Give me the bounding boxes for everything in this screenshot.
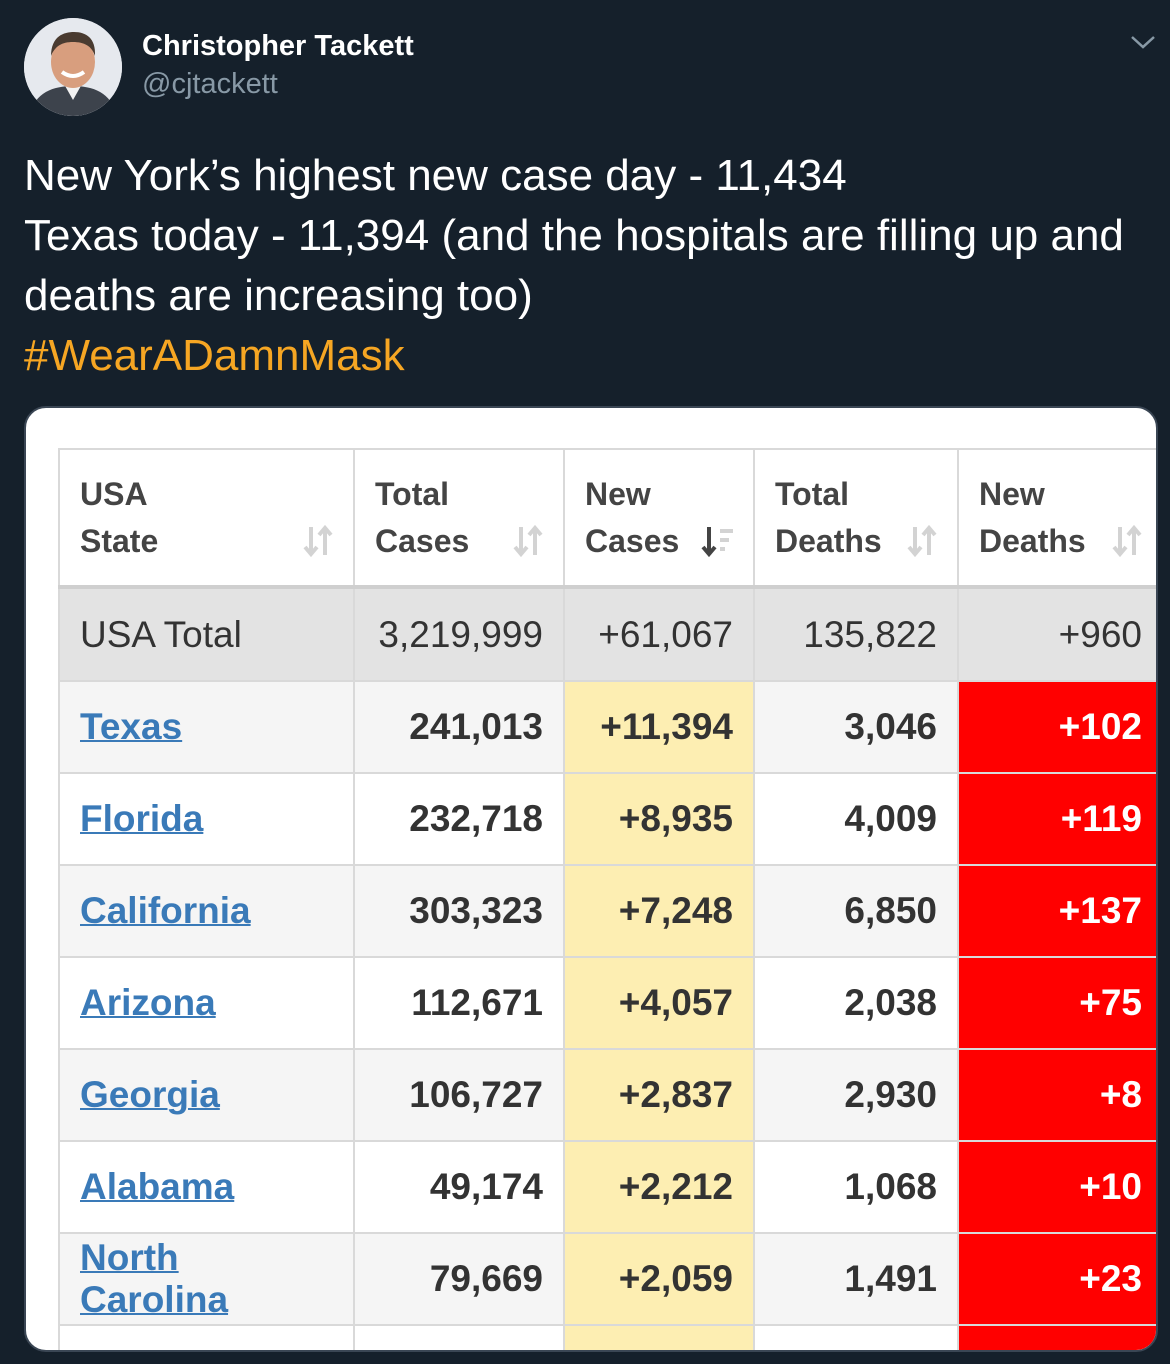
header-label: State xyxy=(80,522,159,559)
new-cases-cell: +11,394 xyxy=(563,680,755,774)
total-label: USA Total xyxy=(58,586,355,682)
new-deaths-cell: +75 xyxy=(957,956,1156,1050)
empty-cell xyxy=(353,1324,565,1350)
total-deaths-cell: 4,009 xyxy=(753,772,959,866)
total-cases-cell: 303,323 xyxy=(353,864,565,958)
total-deaths-cell: 3,046 xyxy=(753,680,959,774)
new-deaths-cell: +960 xyxy=(957,586,1156,682)
table-row: Georgia 106,727 +2,837 2,930 +8 xyxy=(58,1048,1156,1142)
author-handle[interactable]: @cjtackett xyxy=(142,68,278,100)
header-total-cases[interactable]: Total Cases xyxy=(353,448,565,589)
header-label: New xyxy=(979,475,1045,512)
total-cases-cell: 106,727 xyxy=(353,1048,565,1142)
header-new-deaths[interactable]: New Deaths xyxy=(957,448,1156,589)
new-deaths-cell: +137 xyxy=(957,864,1156,958)
new-deaths-cell: +102 xyxy=(957,680,1156,774)
new-cases-cell: +2,059 xyxy=(563,1232,755,1326)
state-link[interactable]: Texas xyxy=(80,706,183,747)
header-label: Cases xyxy=(585,522,680,559)
total-deaths-cell: 1,491 xyxy=(753,1232,959,1326)
total-cases-cell: 232,718 xyxy=(353,772,565,866)
table-row: North Carolina 79,669 +2,059 1,491 +23 xyxy=(58,1232,1156,1326)
table-row: Florida 232,718 +8,935 4,009 +119 xyxy=(58,772,1156,866)
header-label: Deaths xyxy=(979,522,1086,559)
new-deaths-cell: +8 xyxy=(957,1048,1156,1142)
total-deaths-cell: 6,850 xyxy=(753,864,959,958)
sort-icon[interactable] xyxy=(905,523,939,559)
state-cell: Alabama xyxy=(58,1140,355,1234)
total-cases-cell: 112,671 xyxy=(353,956,565,1050)
sort-icon[interactable] xyxy=(1110,523,1144,559)
empty-cell xyxy=(58,1324,355,1350)
header-label: Total xyxy=(375,475,450,512)
empty-cell xyxy=(957,1324,1156,1350)
total-cases-cell: 79,669 xyxy=(353,1232,565,1326)
new-deaths-cell: +10 xyxy=(957,1140,1156,1234)
tweet-line: deaths are increasing too) xyxy=(24,271,533,320)
new-deaths-cell: +23 xyxy=(957,1232,1156,1326)
state-cell: Texas xyxy=(58,680,355,774)
state-cell: Arizona xyxy=(58,956,355,1050)
sort-icon[interactable] xyxy=(301,523,335,559)
sort-descending-icon[interactable] xyxy=(701,523,735,559)
state-link[interactable]: North Carolina xyxy=(80,1237,229,1320)
header-label: Deaths xyxy=(775,522,882,559)
state-link[interactable]: California xyxy=(80,890,251,931)
state-link[interactable]: Alabama xyxy=(80,1166,235,1207)
table-row: Alabama 49,174 +2,212 1,068 +10 xyxy=(58,1140,1156,1234)
state-cell: North Carolina xyxy=(58,1232,355,1326)
tweet-line: New York’s highest new case day - 11,434 xyxy=(24,151,847,200)
tweet-text: New York’s highest new case day - 11,434… xyxy=(24,146,1154,386)
table-row: Arizona 112,671 +4,057 2,038 +75 xyxy=(58,956,1156,1050)
total-cases-cell: 49,174 xyxy=(353,1140,565,1234)
new-cases-cell: +61,067 xyxy=(563,586,755,682)
table-header-row: USA State Total Cases New xyxy=(58,448,1156,589)
header-label: Cases xyxy=(375,522,470,559)
hashtag-link[interactable]: #WearADamnMask xyxy=(24,331,405,380)
chevron-down-icon[interactable] xyxy=(1128,30,1158,54)
empty-cell xyxy=(753,1324,959,1350)
new-deaths-cell: +119 xyxy=(957,772,1156,866)
total-deaths-cell: 2,038 xyxy=(753,956,959,1050)
new-cases-cell: +8,935 xyxy=(563,772,755,866)
header-total-deaths[interactable]: Total Deaths xyxy=(753,448,959,589)
tweet-image[interactable]: USA State Total Cases New xyxy=(24,406,1158,1352)
author-name[interactable]: Christopher Tackett xyxy=(142,30,414,62)
state-cell: Florida xyxy=(58,772,355,866)
empty-cell xyxy=(563,1324,755,1350)
state-cell: Georgia xyxy=(58,1048,355,1142)
header-usa-state[interactable]: USA State xyxy=(58,448,355,589)
author-avatar[interactable] xyxy=(24,18,122,116)
total-cases-cell: 3,219,999 xyxy=(353,586,565,682)
new-cases-cell: +4,057 xyxy=(563,956,755,1050)
covid-table: USA State Total Cases New xyxy=(58,448,1156,1350)
table-row: California 303,323 +7,248 6,850 +137 xyxy=(58,864,1156,958)
header-label: Total xyxy=(775,475,850,512)
state-link[interactable]: Florida xyxy=(80,798,204,839)
total-deaths-cell: 135,822 xyxy=(753,586,959,682)
usa-total-row: USA Total 3,219,999 +61,067 135,822 +960 xyxy=(58,586,1156,682)
header-new-cases[interactable]: New Cases xyxy=(563,448,755,589)
new-cases-cell: +2,837 xyxy=(563,1048,755,1142)
table-row-partial xyxy=(58,1324,1156,1350)
sort-icon[interactable] xyxy=(511,523,545,559)
table-row: Texas 241,013 +11,394 3,046 +102 xyxy=(58,680,1156,774)
state-cell: California xyxy=(58,864,355,958)
header-label: USA xyxy=(80,475,148,512)
total-deaths-cell: 1,068 xyxy=(753,1140,959,1234)
state-link[interactable]: Georgia xyxy=(80,1074,220,1115)
new-cases-cell: +7,248 xyxy=(563,864,755,958)
total-cases-cell: 241,013 xyxy=(353,680,565,774)
new-cases-cell: +2,212 xyxy=(563,1140,755,1234)
state-link[interactable]: Arizona xyxy=(80,982,216,1023)
header-label: New xyxy=(585,475,651,512)
total-deaths-cell: 2,930 xyxy=(753,1048,959,1142)
tweet-line: Texas today - 11,394 (and the hospitals … xyxy=(24,211,1124,260)
